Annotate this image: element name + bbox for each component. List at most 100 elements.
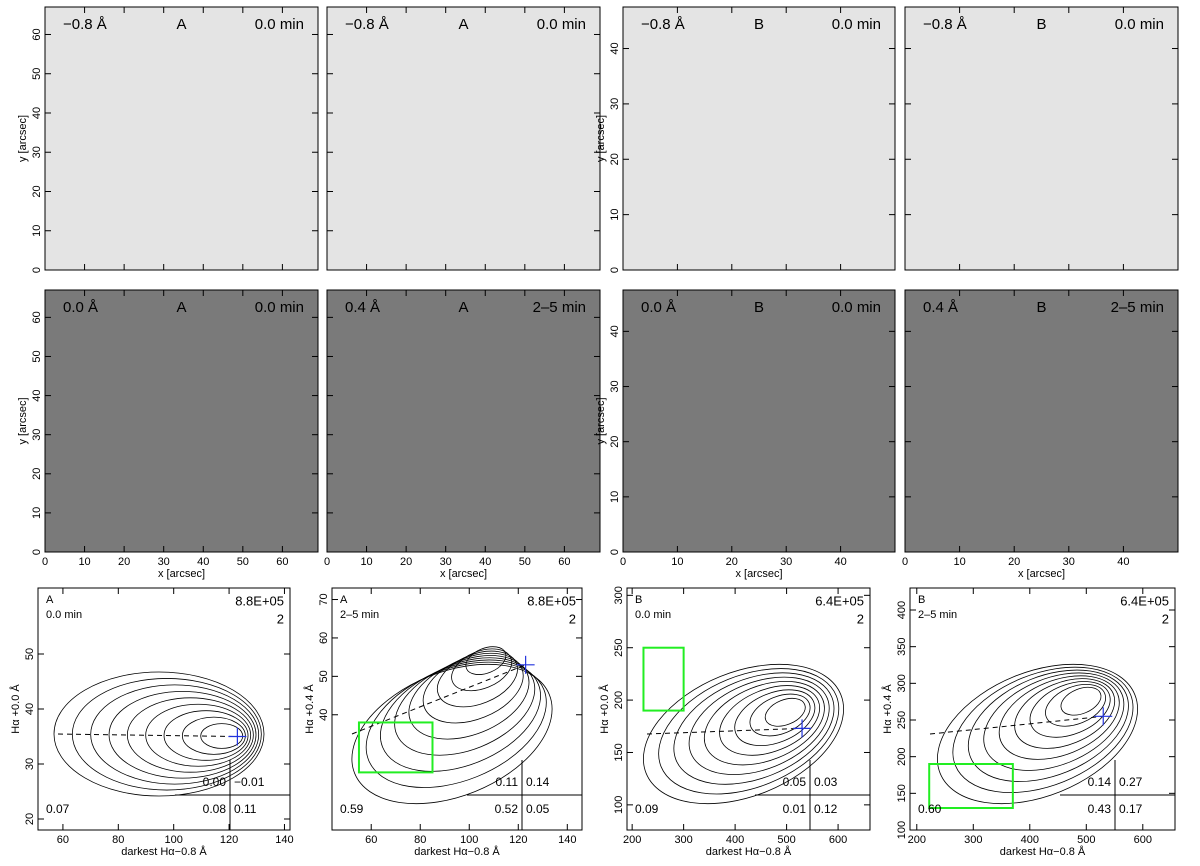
image-texture bbox=[327, 290, 600, 552]
level-label: 2 bbox=[857, 611, 864, 626]
y-tick-label: 300 bbox=[896, 674, 908, 692]
x-axis-label: x [arcsec] bbox=[1018, 568, 1065, 580]
image-texture bbox=[905, 7, 1178, 270]
selection-box bbox=[357, 721, 434, 774]
axes-frame bbox=[626, 587, 871, 831]
x-tick-label: 0 bbox=[42, 556, 48, 568]
contour-line bbox=[465, 646, 507, 675]
y-tick-label: 30 bbox=[31, 146, 43, 158]
panel-label: A bbox=[458, 16, 468, 33]
y-tick-label: 150 bbox=[613, 743, 625, 761]
y-tick-label: 40 bbox=[318, 709, 330, 721]
x-tick-label: 80 bbox=[112, 834, 124, 846]
contour-line bbox=[983, 672, 1125, 771]
axes-frame bbox=[622, 289, 896, 553]
fraction-label: 0.00 bbox=[203, 775, 227, 789]
panel-label: 0.0 min bbox=[832, 299, 881, 316]
axes-frame bbox=[331, 587, 583, 831]
x-tick-label: 50 bbox=[519, 556, 531, 568]
panel-label: 0.0 min bbox=[1115, 16, 1164, 33]
y-axis-label: y [arcsec] bbox=[17, 115, 29, 162]
axes-frame bbox=[909, 587, 1176, 831]
y-tick-label: 20 bbox=[31, 185, 43, 197]
y-tick-label: 60 bbox=[31, 311, 43, 323]
y-tick-label: 300 bbox=[613, 586, 625, 604]
y-axis-label: y [arcsec] bbox=[17, 397, 29, 444]
contour-line bbox=[451, 648, 513, 692]
x-tick-label: 200 bbox=[908, 834, 926, 846]
x-tick-label: 20 bbox=[726, 556, 738, 568]
image-texture bbox=[623, 7, 895, 270]
x-tick-label: 40 bbox=[197, 556, 209, 568]
x-tick-label: 100 bbox=[165, 834, 183, 846]
time-label: 0.0 min bbox=[46, 609, 82, 621]
fraction-label: 0.03 bbox=[814, 775, 838, 789]
x-tick-label: 60 bbox=[57, 834, 69, 846]
fraction-label: 0.05 bbox=[783, 775, 807, 789]
fraction-label: 0.11 bbox=[234, 802, 257, 816]
x-tick-label: 60 bbox=[558, 556, 570, 568]
axes-frame bbox=[44, 289, 319, 553]
panel-label: 0.0 min bbox=[537, 16, 586, 33]
x-tick-label: 140 bbox=[558, 834, 576, 846]
axes-frame bbox=[37, 587, 291, 831]
y-tick-label: 0 bbox=[609, 267, 621, 273]
fraction-label: 0.14 bbox=[1088, 775, 1112, 789]
y-tick-label: 350 bbox=[896, 637, 908, 655]
fraction-label: 0.09 bbox=[635, 802, 659, 816]
y-tick-label: 20 bbox=[24, 813, 36, 825]
panel-label: 2–5 min bbox=[1111, 299, 1164, 316]
fraction-label: 0.07 bbox=[46, 802, 70, 816]
x-tick-label: 300 bbox=[674, 834, 692, 846]
time-label: 2–5 min bbox=[918, 609, 957, 621]
y-tick-label: 0 bbox=[31, 267, 43, 273]
x-tick-label: 40 bbox=[1117, 556, 1129, 568]
level-label: 2 bbox=[277, 611, 284, 626]
y-tick-label: 250 bbox=[613, 639, 625, 657]
x-tick-label: 60 bbox=[365, 834, 377, 846]
y-tick-label: 10 bbox=[609, 209, 621, 221]
y-axis-label: Hα +0.0 Å bbox=[598, 684, 611, 734]
contour-line bbox=[126, 697, 254, 773]
x-tick-label: 30 bbox=[158, 556, 170, 568]
selection-box bbox=[928, 763, 1014, 809]
ridge-line bbox=[929, 715, 1104, 735]
panel-label: 0.0 Å bbox=[641, 299, 676, 316]
panel-label: 2–5 min bbox=[533, 299, 586, 316]
contour-line bbox=[688, 676, 830, 776]
contour-line bbox=[181, 716, 246, 755]
axes-frame bbox=[622, 6, 896, 271]
y-tick-label: 50 bbox=[31, 68, 43, 80]
x-axis-label: darkest Hα−0.8 Å bbox=[414, 845, 500, 858]
y-tick-label: 10 bbox=[609, 491, 621, 503]
y-tick-label: 60 bbox=[318, 632, 330, 644]
panel-label: 0.0 Å bbox=[63, 299, 98, 316]
x-tick-label: 500 bbox=[1077, 834, 1095, 846]
panel-label: A bbox=[458, 299, 468, 316]
x-tick-label: 120 bbox=[220, 834, 238, 846]
y-tick-label: 40 bbox=[24, 703, 36, 715]
image-texture bbox=[45, 7, 318, 270]
level-label: 2 bbox=[1162, 611, 1169, 626]
y-tick-label: 100 bbox=[896, 821, 908, 839]
x-axis-label: x [arcsec] bbox=[735, 568, 782, 580]
image-texture bbox=[623, 290, 895, 552]
x-tick-label: 20 bbox=[118, 556, 130, 568]
x-tick-label: 10 bbox=[953, 556, 965, 568]
x-axis-label: x [arcsec] bbox=[158, 568, 205, 580]
panel-label: B bbox=[754, 16, 764, 33]
fraction-label: 0.11 bbox=[496, 775, 519, 789]
axes-frame bbox=[904, 6, 1179, 271]
x-axis-label: x [arcsec] bbox=[440, 568, 487, 580]
fraction-label: 0.12 bbox=[814, 802, 838, 816]
panel-label: 0.0 min bbox=[255, 16, 304, 33]
y-tick-label: 50 bbox=[31, 350, 43, 362]
x-axis-label: darkest Hα−0.8 Å bbox=[706, 845, 792, 858]
contour-line bbox=[53, 671, 265, 797]
contour-line bbox=[937, 663, 1138, 805]
contour-line bbox=[1014, 678, 1116, 749]
contour-line bbox=[90, 684, 260, 785]
ridge-line bbox=[646, 727, 803, 735]
y-axis-label: Hα +0.0 Å bbox=[9, 684, 22, 734]
